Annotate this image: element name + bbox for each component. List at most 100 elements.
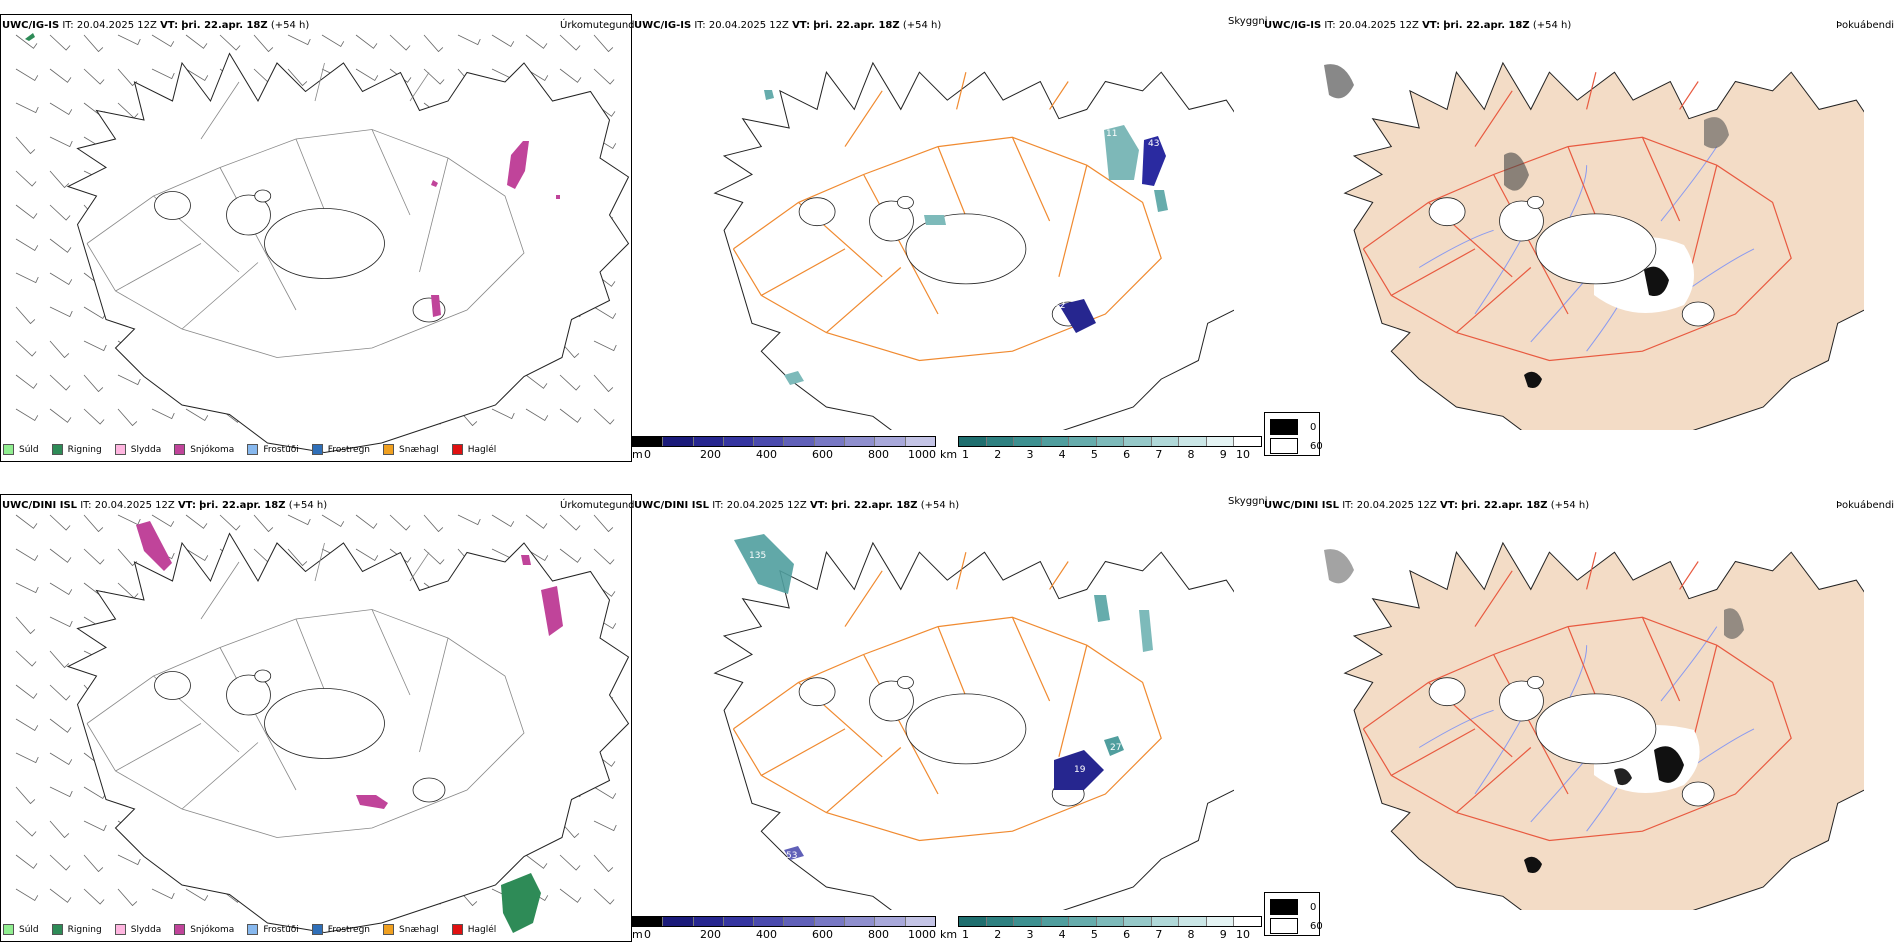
colorbar-segment xyxy=(693,917,724,926)
legend-label: Snæhagl xyxy=(399,444,439,455)
colorbar-segment xyxy=(1179,437,1207,446)
colorbar-segment xyxy=(723,917,755,926)
visibility-colorbar-1 xyxy=(958,436,1262,447)
colorbar-segment xyxy=(905,917,935,926)
colorbar-segment xyxy=(1124,917,1152,926)
colorbar-segment xyxy=(1041,917,1070,926)
scale-tick: 9 xyxy=(1219,448,1227,461)
legend-item: Haglél xyxy=(451,924,497,935)
road-network xyxy=(1362,72,1792,362)
glacier-outline xyxy=(905,693,1027,765)
row-1: Súld Rigning Slydda Snjókoma Frostúði Frostre… xyxy=(0,0,1900,470)
colorbar-segment xyxy=(1234,917,1262,926)
blob-labels-2: 135 19 10 27 53 xyxy=(749,551,1121,861)
glacier-outline xyxy=(226,674,271,716)
legend-label: Súld xyxy=(19,444,39,455)
scale-tick: 4 xyxy=(1058,448,1066,461)
blob-label: 15 xyxy=(1069,293,1080,303)
road-network xyxy=(86,542,525,838)
precip-map-1 xyxy=(15,33,630,454)
glacier-outline xyxy=(154,671,191,700)
legend-item: Haglél xyxy=(451,444,496,455)
colorbar-segment xyxy=(1151,437,1180,446)
legend-swatch xyxy=(311,444,323,455)
colorbar-segment xyxy=(663,437,694,446)
colorbar-segment xyxy=(1069,917,1097,926)
glacier-outline xyxy=(254,189,272,203)
glacier-outline xyxy=(1681,781,1715,807)
precip-map-2 xyxy=(15,514,630,934)
ceiling-colorbar-2 xyxy=(632,916,936,927)
legend-swatch xyxy=(247,924,259,935)
colorbar-segment xyxy=(1014,917,1042,926)
blob-label: 12 xyxy=(1054,301,1065,311)
scale-tick: 5 xyxy=(1090,928,1098,941)
colorbar-segment xyxy=(905,437,935,446)
rain-area-2 xyxy=(501,873,541,933)
glacier-outline xyxy=(1535,693,1657,765)
legend-swatch xyxy=(51,924,63,935)
legend-swatch xyxy=(383,444,395,455)
glacier-outline xyxy=(264,688,385,759)
glacier-outline xyxy=(897,195,914,209)
colorbar-segment xyxy=(814,437,846,446)
scale-tick: 2 xyxy=(994,448,1002,461)
road-network xyxy=(732,552,1162,842)
scale-tick: 5 xyxy=(1090,448,1098,461)
scale-tick: 1 xyxy=(962,448,969,461)
glacier-outline xyxy=(154,191,191,220)
scale-tick: 7 xyxy=(1155,448,1163,461)
low-vis-areas-2 xyxy=(734,534,1153,860)
colorbar-segment xyxy=(845,437,876,446)
scale-tick: 9 xyxy=(1219,928,1227,941)
glacier-outline xyxy=(1535,213,1657,285)
scale-tick: 7 xyxy=(1155,928,1163,941)
snow-areas-1 xyxy=(431,141,560,317)
glacier-outline xyxy=(254,669,272,683)
legend-swatch xyxy=(174,444,186,455)
colorbar-segment xyxy=(1234,437,1262,446)
colorbar-segment xyxy=(1151,917,1180,926)
ceiling-colorbar-1 xyxy=(632,436,936,447)
legend-label: Snæhagl xyxy=(399,924,439,935)
fog-map-1 xyxy=(1324,61,1864,430)
road-network xyxy=(1362,552,1792,842)
glacier-outline xyxy=(1499,200,1544,242)
colorbar-segment xyxy=(845,917,876,926)
legend-item: Frostregn xyxy=(311,444,370,455)
vt-value: þri. 22.apr. 18Z xyxy=(181,20,268,31)
scale-tick: 1000 xyxy=(908,928,936,941)
blob-label: 10 xyxy=(1056,791,1068,801)
glacier-outline xyxy=(1499,680,1544,722)
legend-swatch xyxy=(247,444,259,455)
glacier-outline xyxy=(869,680,914,722)
colorbar-segment xyxy=(875,437,906,446)
scale-unit: km xyxy=(940,928,958,941)
colorbar-segment xyxy=(693,437,724,446)
legend-label: Frostúði xyxy=(263,444,299,455)
precip-legend-1: Súld Rigning Slydda Snjókoma Frostúði Frostre… xyxy=(3,444,509,455)
scale-tick: 200 xyxy=(700,928,721,941)
legend-swatch xyxy=(451,444,463,455)
glacier-outline xyxy=(798,677,836,707)
glacier-outline xyxy=(1681,301,1715,327)
colorbar-segment xyxy=(1069,437,1097,446)
header-2b: UWC/DINI ISL IT: 20.04.2025 12Z VT: þri.… xyxy=(634,500,960,511)
legend-label: Súld xyxy=(19,924,39,935)
scale-tick: 1000 xyxy=(908,448,936,461)
colorbar-segment xyxy=(959,437,987,446)
colorbar-segment xyxy=(754,437,785,446)
blob-label: 11 xyxy=(1106,129,1117,139)
fog-map-2 xyxy=(1324,541,1864,910)
glacier-outline xyxy=(412,777,446,803)
river-network xyxy=(1418,146,1755,352)
legend-label: Snjókoma xyxy=(190,444,235,455)
precip-panel-1: Súld Rigning Slydda Snjókoma Frostúði Frostre… xyxy=(0,14,632,462)
precip-panel-2: Súld Rigning Slydda Snjókoma Frostúði Frostre… xyxy=(0,494,632,942)
legend-label: Haglél xyxy=(467,924,497,935)
colorbar-segment xyxy=(784,917,815,926)
legend-item: Snjókoma xyxy=(174,924,234,935)
colorbar-segment xyxy=(1179,917,1207,926)
colorbar-segment xyxy=(959,917,987,926)
blob-label: 19 xyxy=(1074,765,1086,775)
